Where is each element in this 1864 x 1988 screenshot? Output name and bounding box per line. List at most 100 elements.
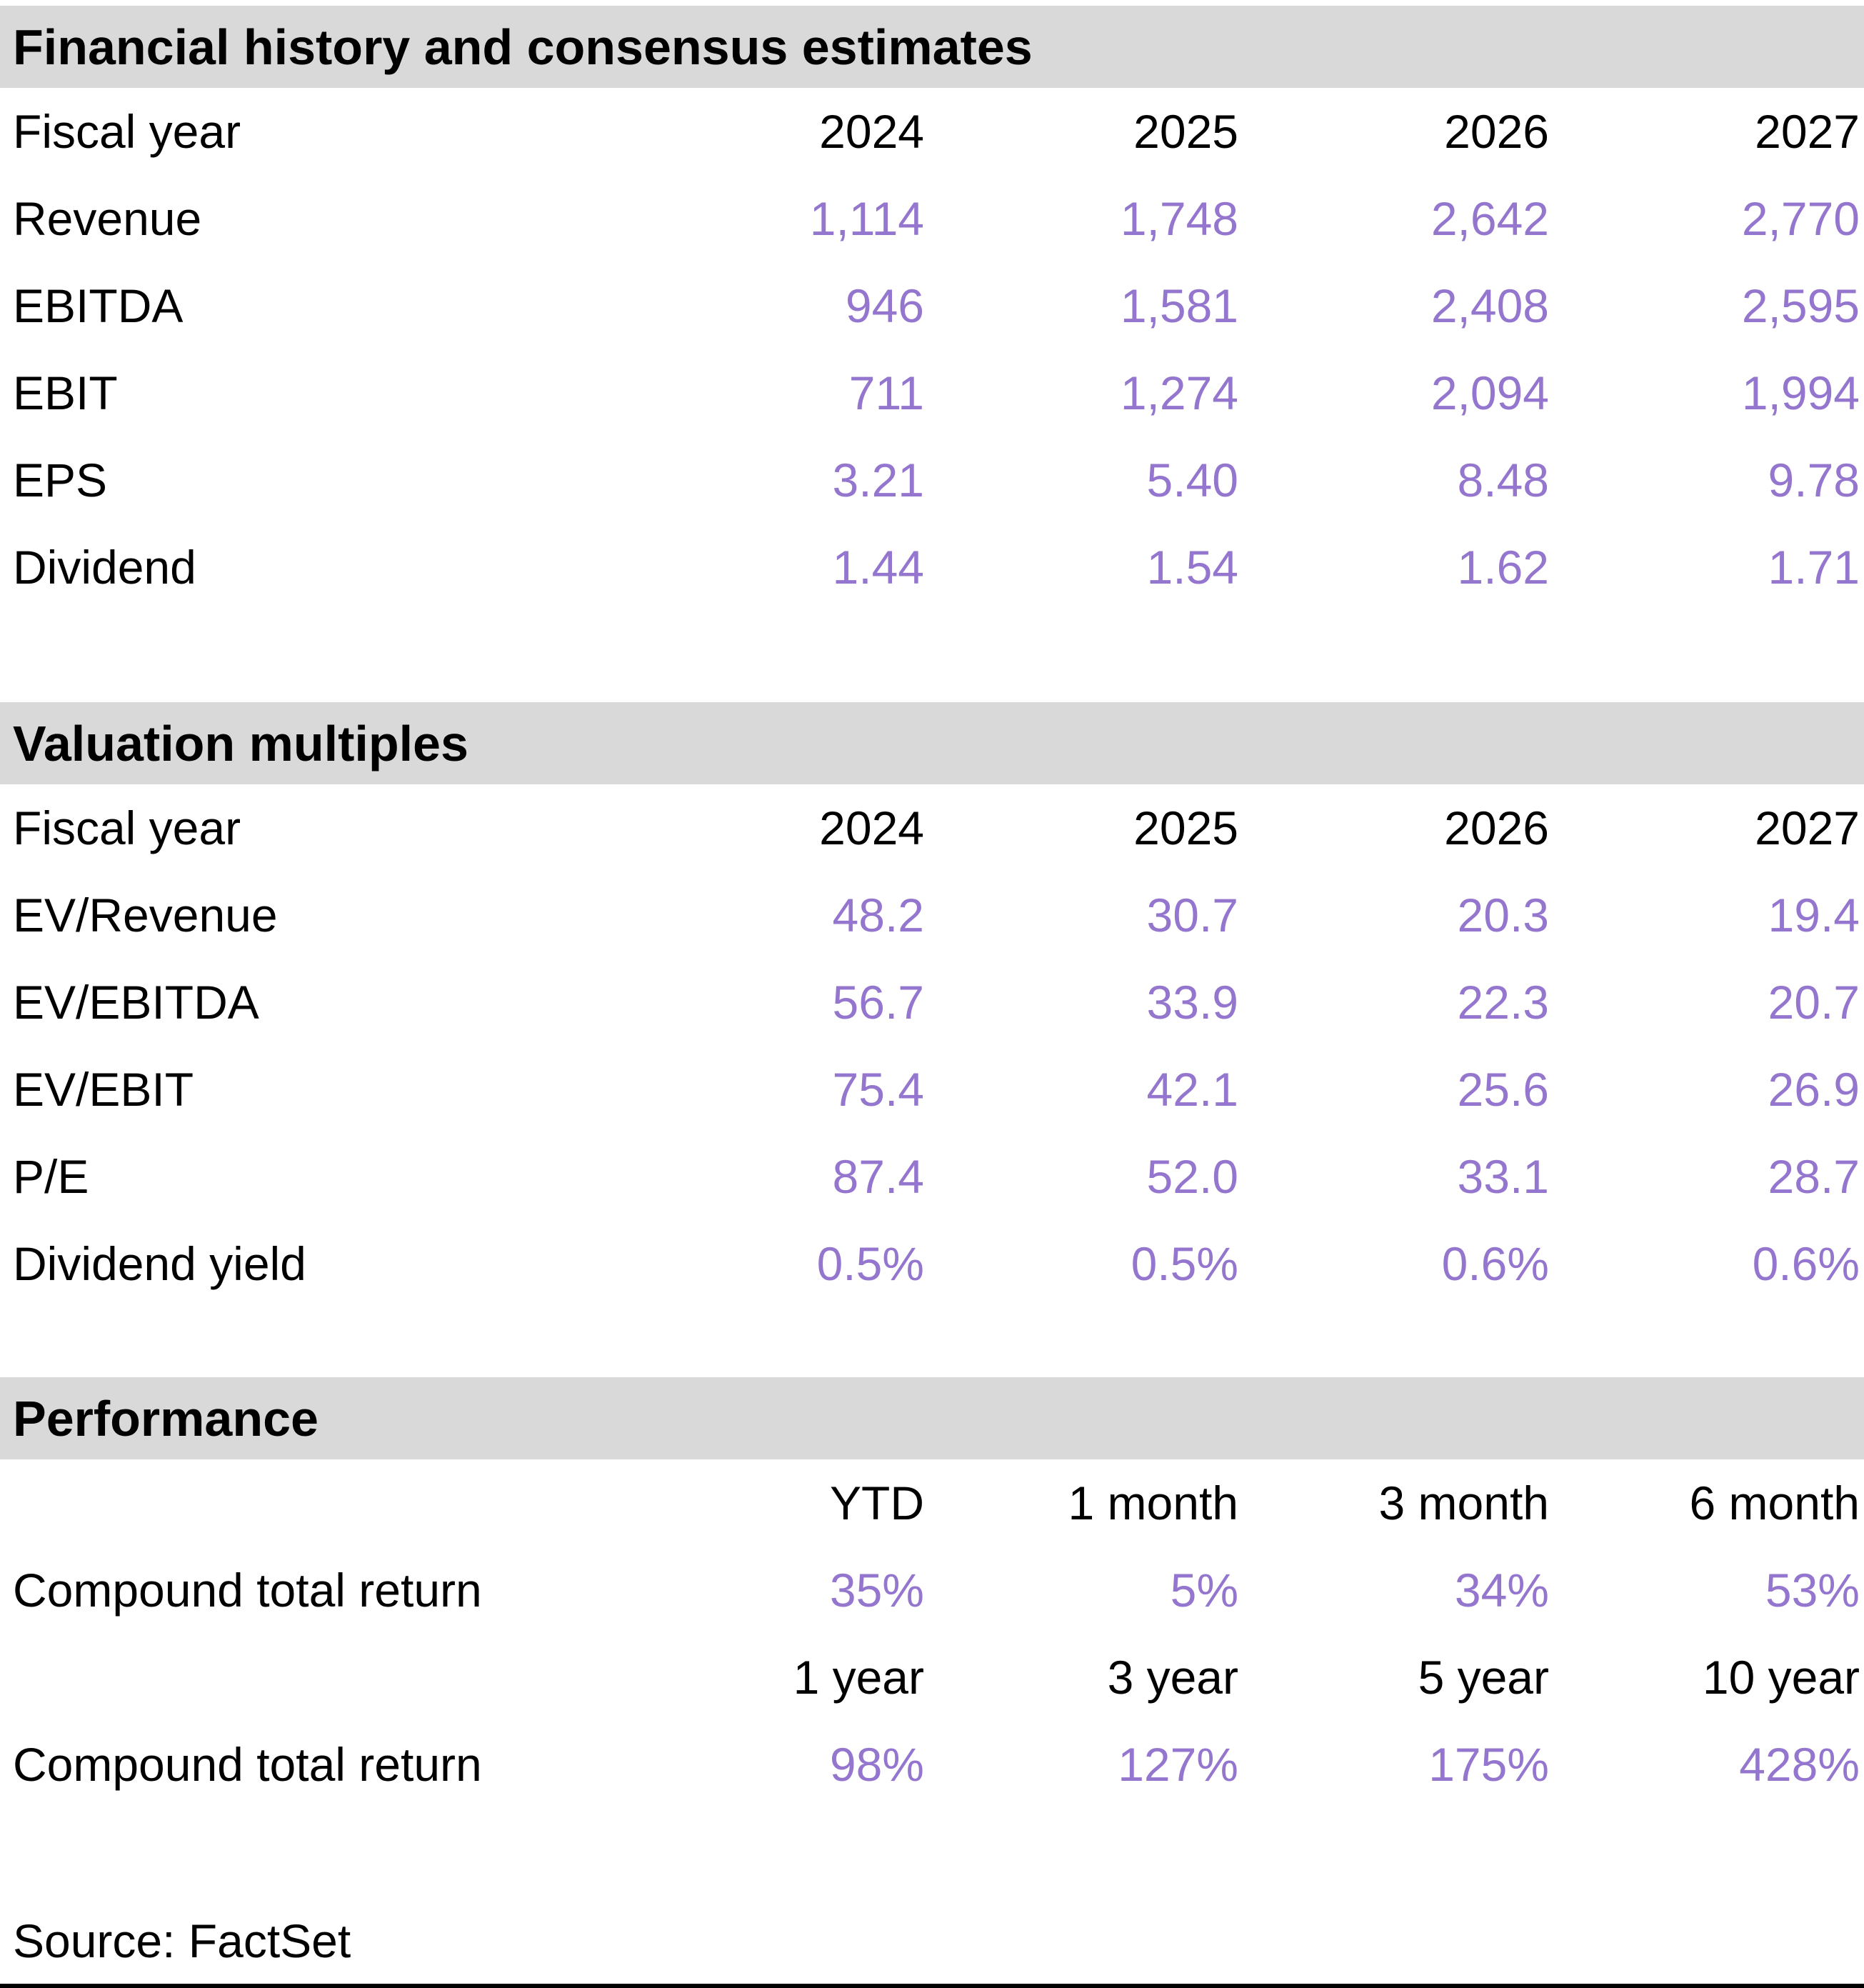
table-row-ev-revenue: EV/Revenue 48.2 30.7 20.3 19.4: [0, 871, 1864, 959]
table-header-row: Fiscal year 2024 2025 2026 2027: [0, 88, 1864, 175]
fiscal-year-label: Fiscal year: [13, 801, 241, 854]
column-header: 2027: [1755, 105, 1860, 158]
cell-value: 9.78: [1768, 454, 1860, 506]
row-label: EBITDA: [13, 279, 184, 332]
cell-value: 0.6%: [1752, 1237, 1860, 1290]
cell-value: 2,408: [1430, 279, 1549, 332]
section-title: Financial history and consensus estimate…: [13, 19, 1033, 75]
cell-value: 946: [845, 279, 924, 332]
row-label: P/E: [13, 1150, 89, 1203]
column-header: 2025: [1133, 801, 1238, 854]
cell-value: 175%: [1428, 1738, 1549, 1791]
table-row-revenue: Revenue 1,114 1,748 2,642 2,770: [0, 175, 1864, 262]
row-label: EBIT: [13, 366, 118, 419]
column-header: 2025: [1133, 105, 1238, 158]
row-label: EV/EBITDA: [13, 976, 259, 1029]
financial-factsheet: { "colors": { "accent": "#9476CE", "band…: [0, 6, 1864, 1988]
table-row-compound-return-long: Compound total return 98% 127% 175% 428%: [0, 1721, 1864, 1808]
section-title: Performance: [13, 1390, 319, 1447]
table-header-row: YTD 1 month 3 month 6 month: [0, 1459, 1864, 1547]
cell-value: 75.4: [832, 1063, 924, 1116]
table-header-row: 1 year 3 year 5 year 10 year: [0, 1634, 1864, 1721]
cell-value: 56.7: [832, 976, 924, 1029]
cell-value: 52.0: [1146, 1150, 1238, 1203]
column-header: YTD: [830, 1477, 924, 1529]
column-header: 3 year: [1107, 1651, 1238, 1704]
cell-value: 87.4: [832, 1150, 924, 1203]
cell-value: 8.48: [1457, 454, 1549, 506]
cell-value: 711: [848, 366, 924, 419]
performance-table: YTD 1 month 3 month 6 month Compound tot…: [0, 1459, 1864, 1808]
fiscal-year-label: Fiscal year: [13, 105, 241, 158]
spacer-cell: [0, 1634, 614, 1721]
cell-value: 428%: [1739, 1738, 1860, 1791]
cell-value: 35%: [829, 1564, 924, 1617]
column-header: 10 year: [1702, 1651, 1860, 1704]
cell-value: 33.1: [1457, 1150, 1549, 1203]
cell-value: 34%: [1454, 1564, 1549, 1617]
row-label: EV/EBIT: [13, 1063, 194, 1116]
row-label: Dividend: [13, 541, 196, 594]
cell-value: 20.7: [1768, 976, 1860, 1029]
cell-value: 98%: [829, 1738, 924, 1791]
table-row-eps: EPS 3.21 5.40 8.48 9.78: [0, 436, 1864, 524]
cell-value: 53%: [1765, 1564, 1860, 1617]
column-header: 6 month: [1689, 1477, 1860, 1529]
column-header: 1 year: [793, 1651, 924, 1704]
cell-value: 48.2: [832, 889, 924, 941]
cell-value: 2,770: [1741, 192, 1860, 245]
cell-value: 19.4: [1768, 889, 1860, 941]
column-header: 2024: [819, 105, 924, 158]
section-title: Valuation multiples: [13, 715, 468, 771]
row-label: Dividend yield: [13, 1237, 306, 1290]
row-label: Revenue: [13, 192, 202, 245]
cell-value: 26.9: [1768, 1063, 1860, 1116]
valuation-table: Fiscal year 2024 2025 2026 2027 EV/Reven…: [0, 784, 1864, 1307]
table-row-ebit: EBIT 711 1,274 2,094 1,994: [0, 349, 1864, 436]
spacer-cell: [0, 1459, 614, 1547]
cell-value: 25.6: [1457, 1063, 1549, 1116]
cell-value: 127%: [1118, 1738, 1238, 1791]
cell-value: 20.3: [1457, 889, 1549, 941]
cell-value: 5%: [1170, 1564, 1238, 1617]
table-row-ev-ebit: EV/EBIT 75.4 42.1 25.6 26.9: [0, 1046, 1864, 1133]
cell-value: 42.1: [1146, 1063, 1238, 1116]
column-header: 2026: [1444, 801, 1549, 854]
column-header: 5 year: [1418, 1651, 1549, 1704]
cell-value: 1,994: [1741, 366, 1860, 419]
cell-value: 28.7: [1768, 1150, 1860, 1203]
column-header: 3 month: [1378, 1477, 1549, 1529]
cell-value: 1.44: [832, 541, 924, 594]
section-header-financial: Financial history and consensus estimate…: [0, 6, 1864, 88]
section-header-valuation: Valuation multiples: [0, 702, 1864, 784]
section-header-performance: Performance: [0, 1377, 1864, 1459]
cell-value: 2,595: [1741, 279, 1860, 332]
cell-value: 0.6%: [1441, 1237, 1549, 1290]
cell-value: 1,274: [1120, 366, 1238, 419]
row-label: Compound total return: [13, 1564, 482, 1617]
table-row-ev-ebitda: EV/EBITDA 56.7 33.9 22.3 20.7: [0, 959, 1864, 1046]
cell-value: 2,094: [1430, 366, 1549, 419]
cell-value: 22.3: [1457, 976, 1549, 1029]
row-label: EPS: [13, 454, 108, 506]
table-row-dividend: Dividend 1.44 1.54 1.62 1.71: [0, 524, 1864, 611]
row-label: Compound total return: [13, 1738, 482, 1791]
cell-value: 30.7: [1146, 889, 1238, 941]
cell-value: 0.5%: [1131, 1237, 1238, 1290]
cell-value: 0.5%: [816, 1237, 924, 1290]
cell-value: 33.9: [1146, 976, 1238, 1029]
source-note: Source: FactSet: [13, 1914, 351, 1967]
row-label: EV/Revenue: [13, 889, 278, 941]
column-header: 1 month: [1068, 1477, 1238, 1529]
column-header: 2026: [1444, 105, 1549, 158]
column-header: 2027: [1755, 801, 1860, 854]
cell-value: 1.62: [1457, 541, 1549, 594]
financial-table: Fiscal year 2024 2025 2026 2027 Revenue …: [0, 88, 1864, 611]
table-row-dividend-yield: Dividend yield 0.5% 0.5% 0.6% 0.6%: [0, 1220, 1864, 1307]
cell-value: 2,642: [1430, 192, 1549, 245]
cell-value: 1,581: [1120, 279, 1238, 332]
cell-value: 1.71: [1768, 541, 1860, 594]
table-row-pe: P/E 87.4 52.0 33.1 28.7: [0, 1133, 1864, 1220]
bottom-divider: [0, 1984, 1864, 1988]
table-row-ebitda: EBITDA 946 1,581 2,408 2,595: [0, 262, 1864, 349]
